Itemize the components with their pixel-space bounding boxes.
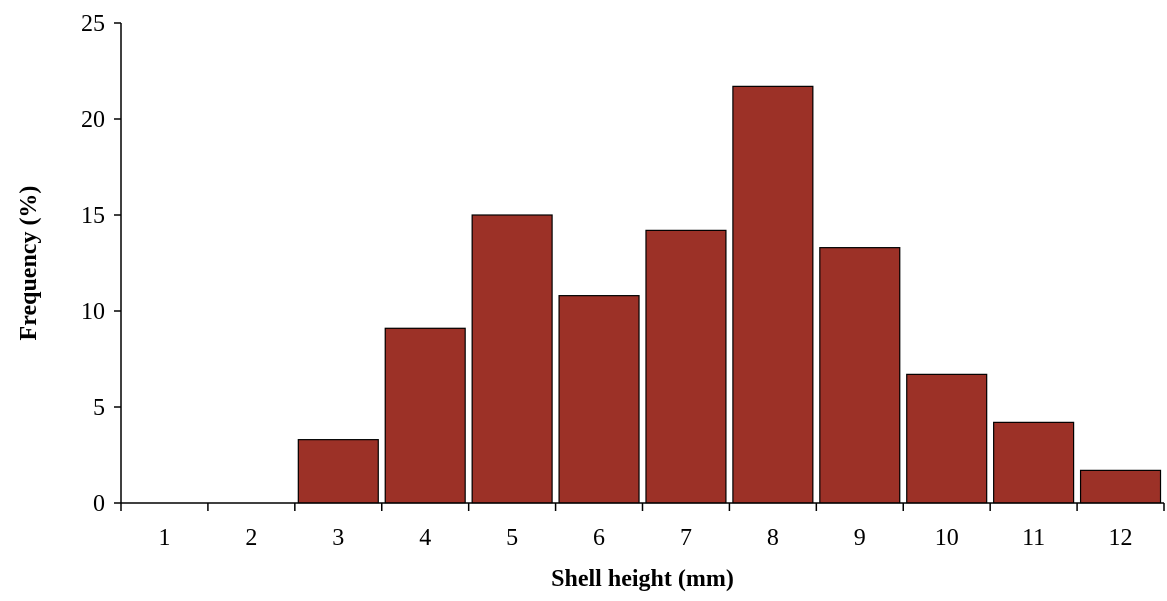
bar-4 bbox=[384, 327, 466, 504]
x-tick-label-12: 12 bbox=[1109, 525, 1133, 551]
y-tick-label-10: 10 bbox=[81, 299, 105, 325]
y-tick-label-25: 25 bbox=[81, 11, 105, 37]
bar-3 bbox=[297, 439, 379, 504]
x-ticks-group: 1 2 3 4 5 6 7 8 9 10 11 12 bbox=[120, 503, 1165, 551]
x-tick-label-6: 6 bbox=[593, 525, 605, 551]
bar-6 bbox=[558, 295, 640, 504]
x-tick-label-4: 4 bbox=[419, 525, 431, 551]
x-axis-title: Shell height (mm) bbox=[551, 566, 734, 592]
bar-7 bbox=[645, 229, 727, 504]
y-ticks-group: 0 5 10 15 20 25 bbox=[81, 11, 121, 517]
y-tick-label-0: 0 bbox=[93, 491, 105, 517]
x-tick-label-9: 9 bbox=[854, 525, 866, 551]
y-tick-label-20: 20 bbox=[81, 107, 105, 133]
bars-group bbox=[297, 85, 1162, 504]
bar-9 bbox=[819, 247, 901, 504]
x-tick-label-3: 3 bbox=[332, 525, 344, 551]
y-tick-label-5: 5 bbox=[93, 395, 105, 421]
bar-10 bbox=[906, 373, 988, 504]
bar-12 bbox=[1079, 469, 1162, 504]
bar-5 bbox=[471, 214, 553, 504]
x-tick-label-10: 10 bbox=[935, 525, 959, 551]
x-tick-label-7: 7 bbox=[680, 525, 692, 551]
bar-8 bbox=[732, 85, 814, 504]
bar-11 bbox=[993, 421, 1075, 504]
x-tick-label-1: 1 bbox=[158, 525, 170, 551]
x-tick-label-11: 11 bbox=[1022, 525, 1045, 551]
x-tick-label-5: 5 bbox=[506, 525, 518, 551]
x-tick-label-8: 8 bbox=[767, 525, 779, 551]
y-tick-label-15: 15 bbox=[81, 203, 105, 229]
y-axis-title: Frequency (%) bbox=[16, 186, 42, 341]
x-tick-label-2: 2 bbox=[245, 525, 257, 551]
